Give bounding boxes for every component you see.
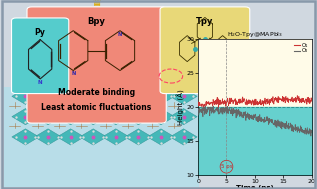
X-axis label: Time (ps): Time (ps) xyxy=(236,185,274,189)
Polygon shape xyxy=(102,129,129,145)
Text: N: N xyxy=(118,32,122,37)
Legend: O₁, O₂: O₁, O₂ xyxy=(293,42,309,55)
Polygon shape xyxy=(80,108,107,125)
Text: Moderate binding: Moderate binding xyxy=(58,88,135,97)
Polygon shape xyxy=(57,129,84,145)
Text: Bpy: Bpy xyxy=(88,17,106,26)
Text: 5 ps: 5 ps xyxy=(221,164,232,169)
Text: ♛: ♛ xyxy=(90,0,103,9)
Polygon shape xyxy=(125,108,152,125)
Polygon shape xyxy=(125,129,152,145)
Text: Least atomic fluctuations: Least atomic fluctuations xyxy=(42,103,152,112)
Polygon shape xyxy=(125,88,152,105)
Text: N: N xyxy=(71,71,75,76)
Text: Tpy: Tpy xyxy=(196,17,214,26)
Polygon shape xyxy=(57,108,84,125)
Polygon shape xyxy=(147,108,175,125)
Polygon shape xyxy=(147,129,175,145)
FancyBboxPatch shape xyxy=(11,18,69,94)
Polygon shape xyxy=(170,108,197,125)
Title: H$_2$O-Tpy@MAPbI$_3$: H$_2$O-Tpy@MAPbI$_3$ xyxy=(227,30,283,39)
FancyBboxPatch shape xyxy=(27,7,166,123)
Text: N: N xyxy=(38,80,42,85)
Text: Py: Py xyxy=(35,28,46,37)
Polygon shape xyxy=(35,108,62,125)
Polygon shape xyxy=(12,88,39,105)
Polygon shape xyxy=(102,108,129,125)
FancyBboxPatch shape xyxy=(160,7,250,94)
Polygon shape xyxy=(12,129,39,145)
Polygon shape xyxy=(35,88,62,105)
Polygon shape xyxy=(147,88,175,105)
FancyBboxPatch shape xyxy=(4,87,199,187)
Polygon shape xyxy=(57,88,84,105)
Polygon shape xyxy=(170,129,197,145)
Polygon shape xyxy=(80,129,107,145)
Polygon shape xyxy=(12,108,39,125)
Y-axis label: Height (Å): Height (Å) xyxy=(177,89,185,125)
Polygon shape xyxy=(80,88,107,105)
Polygon shape xyxy=(170,88,197,105)
Polygon shape xyxy=(102,88,129,105)
Polygon shape xyxy=(35,129,62,145)
